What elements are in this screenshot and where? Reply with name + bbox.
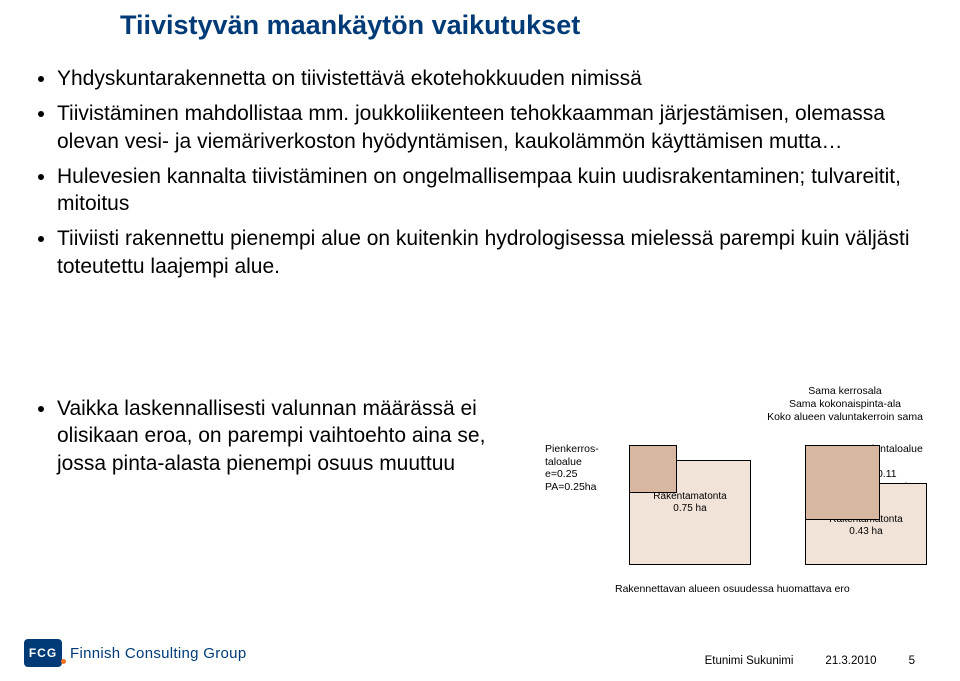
right-built-tile xyxy=(805,445,880,520)
main-bullets: Yhdyskuntarakennetta on tiivistettävä ek… xyxy=(35,65,925,288)
logo-badge: FCG xyxy=(24,639,62,667)
footer-meta: Etunimi Sukunimi 21.3.2010 5 xyxy=(705,655,915,667)
footer: FCG Finnish Consulting Group Etunimi Suk… xyxy=(0,617,960,667)
bullet-item: Vaikka laskennallisesti valunnan määräss… xyxy=(57,395,505,477)
bullet-item: Tiiviisti rakennettu pienempi alue on ku… xyxy=(57,225,925,280)
slide-title: Tiivistyvän maankäytön vaikutukset xyxy=(120,10,580,41)
bullet-item: Hulevesien kannalta tiivistäminen on ong… xyxy=(57,163,925,218)
left-built-tile xyxy=(629,445,677,493)
secondary-bullets: Vaikka laskennallisesti valunnan määräss… xyxy=(35,395,505,485)
logo-dot-icon xyxy=(61,659,66,664)
footer-author: Etunimi Sukunimi xyxy=(705,655,794,667)
logo-text: Finnish Consulting Group xyxy=(70,645,246,662)
bullet-item: Yhdyskuntarakennetta on tiivistettävä ek… xyxy=(57,65,925,92)
diagram-caption: Rakennettavan alueen osuudessa huomattav… xyxy=(615,583,850,595)
slide: Tiivistyvän maankäytön vaikutukset Yhdys… xyxy=(0,0,960,681)
diagram-top-text: Sama kerrosala Sama kokonaispinta-ala Ko… xyxy=(740,385,950,424)
logo: FCG Finnish Consulting Group xyxy=(24,639,246,667)
left-side-label: Pienkerros- taloalue e=0.25 PA=0.25ha xyxy=(545,443,625,493)
bullet-item: Tiivistäminen mahdollistaa mm. joukkolii… xyxy=(57,100,925,155)
footer-date: 21.3.2010 xyxy=(825,655,876,667)
logo-abbr: FCG xyxy=(29,646,57,660)
comparison-diagram: Sama kerrosala Sama kokonaispinta-ala Ko… xyxy=(545,385,945,615)
footer-page: 5 xyxy=(909,655,915,667)
